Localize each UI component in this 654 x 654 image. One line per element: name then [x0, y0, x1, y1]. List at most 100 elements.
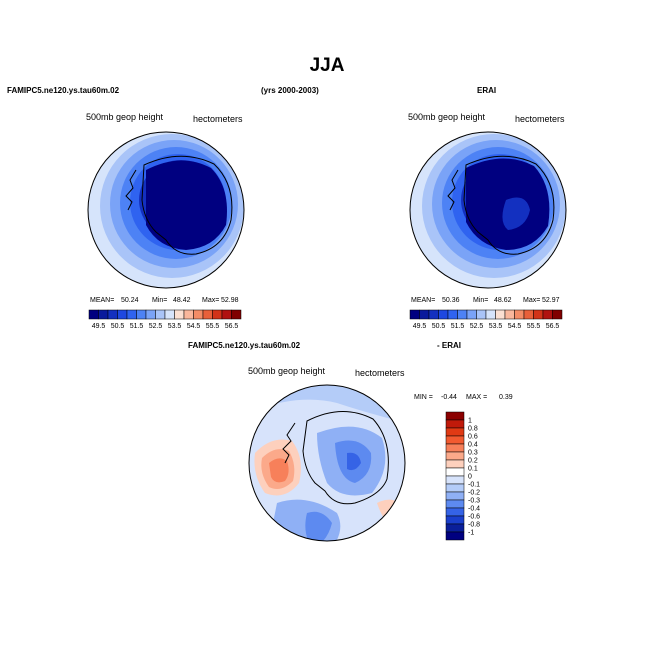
- coastline: [125, 169, 137, 211]
- colorbar-swatch: [445, 443, 465, 453]
- obs-colorbar: 49.5 50.5 51.5 52.5 53.5 54.5 55.5 56.5: [409, 309, 563, 330]
- obs-name: ERAI: [477, 86, 497, 95]
- colorbar-swatch: [212, 309, 223, 320]
- colorbar-tick-label: 50.5: [432, 323, 446, 330]
- contour-fill: [146, 160, 227, 250]
- panel1-min: 48.42: [173, 297, 191, 304]
- colorbar-swatch: [445, 411, 465, 421]
- colorbar-swatch: [552, 309, 563, 320]
- colorbar-swatch: [145, 309, 156, 320]
- colorbar-tick-label: 50.5: [111, 323, 125, 330]
- colorbar-swatch: [126, 309, 137, 320]
- colorbar-tick-label: 0.2: [468, 458, 478, 465]
- colorbar-swatch: [445, 475, 465, 485]
- model-map: [87, 131, 245, 289]
- colorbar-tick-label: 49.5: [413, 323, 427, 330]
- coastline: [282, 422, 296, 464]
- colorbar-tick-label: 53.5: [168, 323, 182, 330]
- colorbar-tick-label: 0: [468, 474, 472, 481]
- colorbar-tick-label: -0.3: [468, 498, 480, 505]
- colorbar-tick-label: 52.5: [149, 323, 163, 330]
- colorbar-tick-label: 53.5: [489, 323, 503, 330]
- contour-fill: [269, 458, 289, 483]
- colorbar-swatch: [117, 309, 128, 320]
- colorbar-swatch: [136, 309, 147, 320]
- panel1-mean: 50.24: [121, 297, 139, 304]
- panel1-units: hectometers: [193, 114, 243, 124]
- colorbar-swatch: [231, 309, 242, 320]
- coastline: [463, 155, 555, 255]
- colorbar-swatch: [495, 309, 506, 320]
- colorbar-swatch: [542, 309, 553, 320]
- difference-map: [248, 384, 406, 542]
- colorbar-swatch: [107, 309, 118, 320]
- coastline: [447, 169, 459, 211]
- colorbar-swatch: [419, 309, 430, 320]
- colorbar-swatch: [476, 309, 487, 320]
- colorbar-swatch: [445, 531, 465, 541]
- panel3-min: -0.44: [441, 394, 457, 401]
- colorbar-tick-label: 49.5: [92, 323, 106, 330]
- colorbar-tick-label: -0.2: [468, 490, 480, 497]
- panel1-variable: 500mb geop height: [86, 112, 164, 122]
- colorbar-tick-label: -0.6: [468, 514, 480, 521]
- colorbar-swatch: [533, 309, 544, 320]
- colorbar-swatch: [445, 451, 465, 461]
- colorbar-swatch: [409, 309, 420, 320]
- colorbar-tick-label: 55.5: [527, 323, 541, 330]
- colorbar-swatch: [466, 309, 477, 320]
- panel3-variable: 500mb geop height: [248, 366, 326, 376]
- diff-obs-name: - ERAI: [437, 341, 461, 350]
- colorbar-tick-label: 56.5: [546, 323, 560, 330]
- colorbar-swatch: [221, 309, 232, 320]
- panel1-max: 52.98: [221, 297, 239, 304]
- colorbar-swatch: [438, 309, 449, 320]
- map-border: [248, 384, 406, 542]
- panel3-max-label: MAX =: [466, 394, 488, 401]
- colorbar-tick-label: 55.5: [206, 323, 220, 330]
- diff-model-name: FAMIPC5.ne120.ys.tau60m.02: [188, 341, 301, 350]
- map-border: [409, 131, 567, 289]
- map-border: [87, 131, 245, 289]
- colorbar-tick-label: -0.4: [468, 506, 480, 513]
- colorbar-swatch: [445, 507, 465, 517]
- colorbar-tick-label: 52.5: [470, 323, 484, 330]
- figure-title: JJA: [309, 55, 345, 76]
- colorbar-swatch: [445, 499, 465, 509]
- panel3-max: 0.39: [499, 394, 513, 401]
- colorbar-swatch: [445, 427, 465, 437]
- colorbar-swatch: [447, 309, 458, 320]
- difference-colorbar: 10.80.60.40.30.20.10-0.1-0.2-0.3-0.4-0.6…: [445, 411, 480, 541]
- colorbar-swatch: [445, 459, 465, 469]
- colorbar-swatch: [193, 309, 204, 320]
- panel2-variable: 500mb geop height: [408, 112, 486, 122]
- colorbar-tick-label: 0.4: [468, 442, 478, 449]
- colorbar-tick-label: 51.5: [130, 323, 144, 330]
- colorbar-tick-label: 0.1: [468, 466, 478, 473]
- colorbar-tick-label: 54.5: [508, 323, 522, 330]
- colorbar-swatch: [445, 483, 465, 493]
- panel2-units: hectometers: [515, 114, 565, 124]
- colorbar-swatch: [445, 467, 465, 477]
- colorbar-swatch: [164, 309, 175, 320]
- panel2-mean: 50.36: [442, 297, 460, 304]
- colorbar-swatch: [445, 515, 465, 525]
- panel2-mean-label: MEAN=: [411, 297, 436, 304]
- panel2-min-label: Min=: [473, 297, 489, 304]
- contour-fill: [502, 197, 530, 230]
- colorbar-swatch: [98, 309, 109, 320]
- colorbar-tick-label: 0.3: [468, 450, 478, 457]
- panel3-min-label: MIN =: [414, 394, 433, 401]
- panel3-units: hectometers: [355, 368, 405, 378]
- colorbar-tick-label: 0.6: [468, 434, 478, 441]
- colorbar-tick-label: -1: [468, 530, 474, 537]
- colorbar-swatch: [523, 309, 534, 320]
- colorbar-swatch: [155, 309, 166, 320]
- colorbar-swatch: [485, 309, 496, 320]
- model-colorbar: 49.5 50.5 51.5 52.5 53.5 54.5 55.5 56.5: [88, 309, 242, 330]
- contour-fill: [347, 452, 361, 471]
- colorbar-tick-label: -0.1: [468, 482, 480, 489]
- years-label: (yrs 2000-2003): [261, 86, 319, 95]
- colorbar-swatch: [445, 491, 465, 501]
- colorbar-swatch: [514, 309, 525, 320]
